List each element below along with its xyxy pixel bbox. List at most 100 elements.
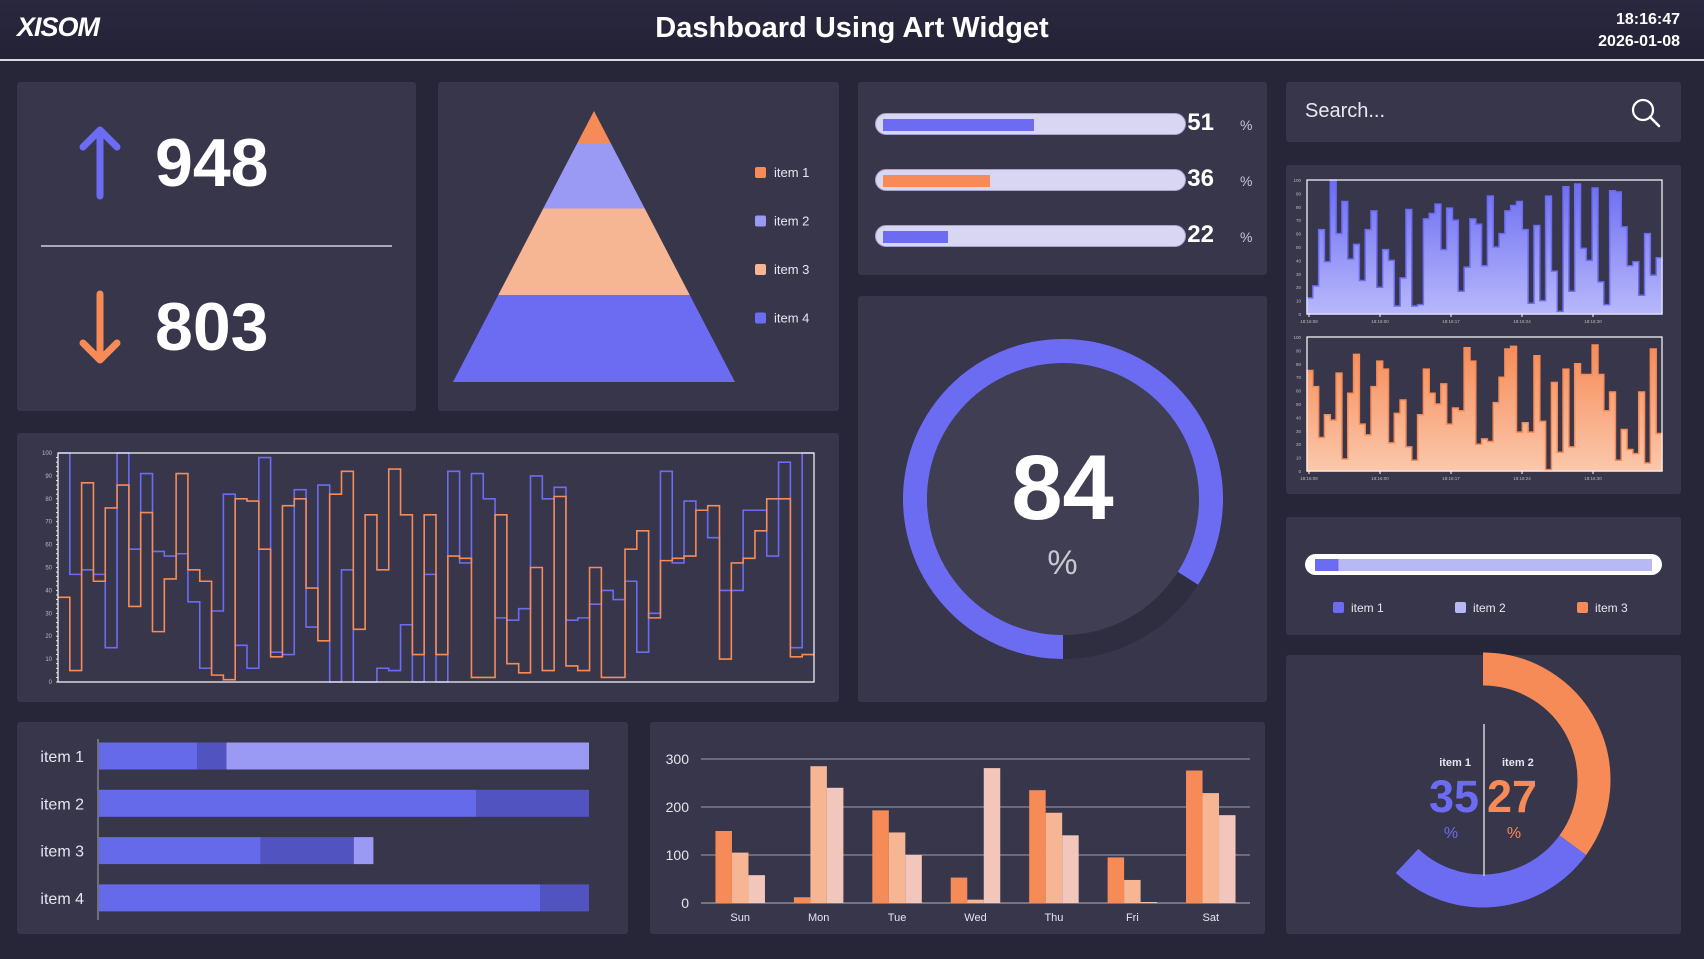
column-bar bbox=[826, 787, 844, 903]
y-tick-label: 0 bbox=[1298, 312, 1301, 317]
pyramid-panel: item 1 item 2 item 3 item 4 bbox=[438, 82, 839, 411]
column-bar bbox=[872, 810, 889, 903]
y-tick-label: 70 bbox=[1296, 218, 1302, 223]
stacked-segment bbox=[1338, 559, 1652, 571]
logo: XISOM bbox=[17, 12, 100, 42]
donut-unit: % bbox=[1507, 825, 1521, 842]
y-tick-label: 100 bbox=[1293, 335, 1301, 340]
donut-arc-item-1 bbox=[1395, 835, 1587, 908]
donut-unit: % bbox=[1444, 825, 1458, 842]
clock-date: 2026-01-08 bbox=[1598, 33, 1680, 50]
column-bar bbox=[1062, 835, 1079, 903]
y-tick-label: 40 bbox=[1296, 415, 1302, 420]
column-bar bbox=[1219, 815, 1236, 903]
bar-segment bbox=[99, 884, 540, 912]
y-tick-label: 0 bbox=[681, 895, 689, 911]
search-box[interactable]: Search... bbox=[1286, 82, 1681, 142]
legend-swatch bbox=[1577, 602, 1588, 613]
bar-segment bbox=[260, 837, 354, 865]
header-bar: XISOM Dashboard Using Art Widget 18:16:4… bbox=[0, 0, 1704, 60]
hbar-panel: item 1 item 2 item 3 item 4 bbox=[17, 722, 628, 934]
column-bar bbox=[1107, 857, 1125, 903]
bar-segment bbox=[197, 742, 227, 770]
bar-segment bbox=[226, 742, 589, 770]
x-tick-label: Tue bbox=[888, 912, 907, 924]
kpi-panel: 948 803 bbox=[17, 82, 416, 411]
column-bar bbox=[1029, 790, 1046, 903]
legend-label: item 3 bbox=[774, 262, 809, 277]
column-bar bbox=[793, 897, 811, 903]
y-tick-label: 30 bbox=[1296, 272, 1302, 277]
line-series bbox=[58, 468, 814, 681]
legend-label: item 2 bbox=[774, 214, 809, 229]
bar-segment bbox=[540, 884, 589, 912]
donut-chart: item 1 35% item 2 27% bbox=[1395, 652, 1611, 908]
stacked-segment bbox=[1315, 559, 1339, 571]
bar-segment bbox=[99, 789, 477, 817]
progress-track bbox=[875, 169, 1186, 191]
progress-track bbox=[875, 225, 1186, 247]
area-charts-panel: 0 10 20 30 40 50 60 70 80 90 100 18:16:08 18:16:00 18… bbox=[1286, 165, 1681, 494]
x-tick-label: Mon bbox=[808, 912, 829, 924]
y-tick-label: 10 bbox=[45, 657, 52, 663]
y-tick-label: 10 bbox=[1296, 456, 1302, 461]
y-tick-label: 90 bbox=[45, 474, 52, 480]
gauge-arc bbox=[903, 339, 1223, 659]
legend-label: item 4 bbox=[774, 311, 809, 326]
x-tick-label: 18:16:24 bbox=[1513, 319, 1531, 324]
legend-swatch bbox=[755, 312, 766, 324]
legend-label: item 2 bbox=[1473, 601, 1506, 615]
progress-unit: % bbox=[1240, 173, 1253, 189]
y-tick-label: 80 bbox=[1296, 205, 1302, 210]
bar-segment bbox=[99, 837, 261, 865]
column-bar bbox=[888, 832, 906, 903]
search-icon[interactable] bbox=[1286, 82, 1681, 142]
search-input[interactable]: Search... bbox=[1305, 100, 1386, 122]
column-panel: 0 100 200 300 Sun Mon Tue Wed Thu Fri Sat bbox=[650, 722, 1265, 934]
y-tick-label: 50 bbox=[45, 566, 52, 572]
x-tick-label: 18:16:00 bbox=[1371, 476, 1389, 481]
column-bar bbox=[983, 768, 1001, 903]
y-tick-label: 100 bbox=[666, 847, 690, 863]
column-bar bbox=[950, 877, 968, 903]
category-label: item 4 bbox=[40, 891, 84, 908]
gauge-value: 84 bbox=[1011, 437, 1114, 539]
x-tick-label: 18:16:00 bbox=[1371, 319, 1389, 324]
column-bar bbox=[967, 899, 984, 903]
y-tick-label: 100 bbox=[42, 451, 53, 457]
column-chart: 0 100 200 300 Sun Mon Tue Wed Thu Fri Sat bbox=[666, 751, 1250, 924]
y-tick-label: 30 bbox=[45, 611, 52, 617]
page-title: Dashboard Using Art Widget bbox=[655, 12, 1049, 44]
y-tick-label: 10 bbox=[1296, 299, 1302, 304]
area-series bbox=[1306, 179, 1663, 315]
x-tick-label: 18:16:24 bbox=[1513, 476, 1531, 481]
x-tick-label: Wed bbox=[964, 912, 986, 924]
kpi-graphics bbox=[41, 126, 392, 364]
column-bar bbox=[1124, 879, 1141, 903]
category-label: item 1 bbox=[40, 749, 84, 766]
y-tick-label: 70 bbox=[1296, 375, 1302, 380]
arrow-up-icon bbox=[79, 126, 121, 200]
y-tick-label: 0 bbox=[49, 680, 53, 686]
clock: 18:16:47 2026-01-08 bbox=[1598, 9, 1680, 53]
progress-fill bbox=[883, 231, 949, 243]
legend-swatch bbox=[755, 215, 766, 227]
pyramid-segment bbox=[498, 208, 690, 296]
kpi-down-value: 803 bbox=[155, 289, 269, 365]
column-bar bbox=[810, 766, 827, 903]
line-chart: 0 10 20 30 40 50 60 70 80 90 100 bbox=[42, 451, 815, 686]
column-bar bbox=[748, 875, 765, 903]
clock-time: 18:16:47 bbox=[1615, 11, 1680, 28]
gauge-unit: % bbox=[1047, 544, 1078, 582]
progress-fill bbox=[883, 175, 990, 187]
donut-label: item 1 bbox=[1439, 757, 1471, 769]
legend-swatch bbox=[755, 264, 766, 275]
column-bar bbox=[905, 855, 922, 903]
bar-segment bbox=[353, 837, 374, 865]
y-tick-label: 40 bbox=[1296, 258, 1302, 263]
line-chart-panel: 0 10 20 30 40 50 60 70 80 90 100 bbox=[17, 433, 839, 702]
y-tick-label: 300 bbox=[666, 751, 690, 767]
legend-swatch bbox=[755, 167, 766, 178]
donut-panel: item 1 35% item 2 27% bbox=[1286, 652, 1681, 934]
